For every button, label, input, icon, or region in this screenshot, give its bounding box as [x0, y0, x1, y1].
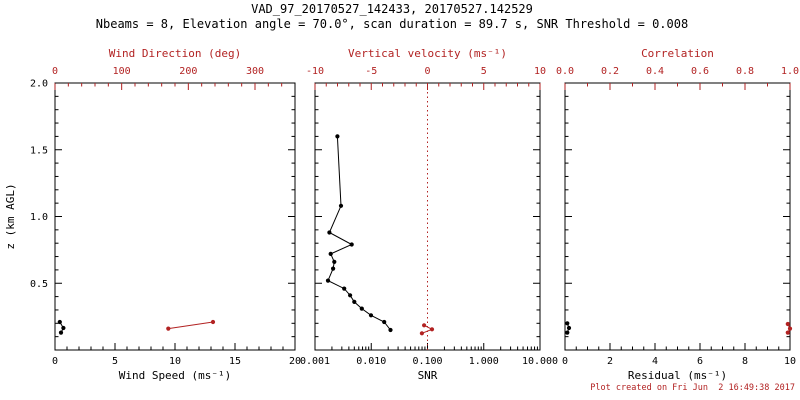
- top-tick-label: 10: [534, 66, 546, 77]
- top-axis-title: Correlation: [641, 47, 714, 60]
- x-tick-label: 0: [562, 356, 568, 367]
- x-tick-label: 0.010: [356, 356, 386, 367]
- x-tick-label: 1.000: [469, 356, 499, 367]
- x-tick-label: 20: [289, 356, 301, 367]
- series-residual: [565, 321, 572, 335]
- plot-subtitle: Nbeams = 8, Elevation angle = 70.0°, sca…: [95, 17, 689, 31]
- x-tick-label: 0.100: [412, 356, 442, 367]
- plot-title: VAD_97_20170527_142433, 20170527.142529: [251, 2, 533, 16]
- series-correlation: [785, 321, 793, 335]
- x-tick-label: 0.001: [300, 356, 330, 367]
- y-tick-label: 2.0: [30, 79, 48, 90]
- x-tick-label: 15: [229, 356, 241, 367]
- top-tick-label: 0: [52, 66, 58, 77]
- x-tick-label: 4: [652, 356, 658, 367]
- snr-panel-top-axis: -10 -5 0 5 10 Vertical velocity (ms⁻¹): [306, 47, 546, 90]
- x-tick-label: 10: [169, 356, 181, 367]
- top-tick-label: -5: [365, 66, 377, 77]
- plot-created-timestamp: Plot created on Fri Jun 2 16:49:38 2017: [590, 383, 795, 393]
- top-tick-label: 0: [424, 66, 430, 77]
- x-tick-label: 10: [784, 356, 796, 367]
- x-tick-label: 8: [742, 356, 748, 367]
- residual-panel-top-axis: 0.0 0.2 0.4 0.6 0.8 1.0 Correlation: [556, 47, 799, 90]
- series-snr-profile: [325, 134, 393, 333]
- top-axis-title: Vertical velocity (ms⁻¹): [348, 47, 507, 60]
- top-tick-label: 0.0: [556, 66, 574, 77]
- y-tick-label: 1.5: [30, 145, 48, 156]
- top-tick-label: 0.4: [646, 66, 664, 77]
- series-wind-direction: [166, 319, 216, 331]
- wind-panel: 0 5 10 15 20 Wind Speed (ms⁻¹) 0 100 200 300 Wind …: [30, 47, 301, 382]
- top-tick-label: -10: [306, 66, 324, 77]
- x-tick-label: 10.000: [522, 356, 558, 367]
- top-tick-label: 5: [481, 66, 487, 77]
- top-tick-label: 200: [179, 66, 197, 77]
- bottom-axis-title: SNR: [418, 369, 438, 382]
- top-axis-title: Wind Direction (deg): [109, 47, 241, 60]
- residual-panel-y-axis: [565, 82, 790, 338]
- wind-panel-y-axis: 0.5 1.0 1.5 2.0: [30, 79, 295, 338]
- top-tick-label: 100: [113, 66, 131, 77]
- y-tick-label: 1.0: [30, 212, 48, 223]
- series-vertical-velocity: [419, 323, 435, 336]
- x-tick-label: 6: [697, 356, 703, 367]
- residual-panel: 0 2 4 6 8 10 Residual (ms⁻¹) 0.0 0.2 0.4 0.6 0.8 1.0…: [556, 47, 799, 382]
- snr-panel-bottom-axis: 0.001 0.010 0.100 1.000 10.000 SNR: [300, 343, 558, 382]
- top-tick-label: 300: [246, 66, 264, 77]
- snr-panel: 0.001 0.010 0.100 1.000 10.000 SNR -10 -5 0 5 10 Ve…: [300, 47, 558, 382]
- bottom-axis-title: Wind Speed (ms⁻¹): [119, 369, 232, 382]
- top-tick-label: 1.0: [781, 66, 799, 77]
- x-tick-label: 5: [112, 356, 118, 367]
- top-tick-label: 0.8: [736, 66, 754, 77]
- snr-panel-y-axis: [315, 82, 540, 338]
- wind-panel-top-axis: 0 100 200 300 Wind Direction (deg): [52, 47, 283, 90]
- top-tick-label: 0.6: [691, 66, 709, 77]
- y-tick-label: 0.5: [30, 279, 48, 290]
- wind-panel-bottom-axis: 0 5 10 15 20 Wind Speed (ms⁻¹): [52, 343, 301, 382]
- y-axis-label: z (km AGL): [4, 183, 17, 249]
- top-tick-label: 0.2: [601, 66, 619, 77]
- bottom-axis-title: Residual (ms⁻¹): [628, 369, 727, 382]
- residual-panel-bottom-axis: 0 2 4 6 8 10 Residual (ms⁻¹): [562, 343, 796, 382]
- x-tick-label: 0: [52, 356, 58, 367]
- series-wind-speed: [57, 319, 66, 335]
- x-tick-label: 2: [607, 356, 613, 367]
